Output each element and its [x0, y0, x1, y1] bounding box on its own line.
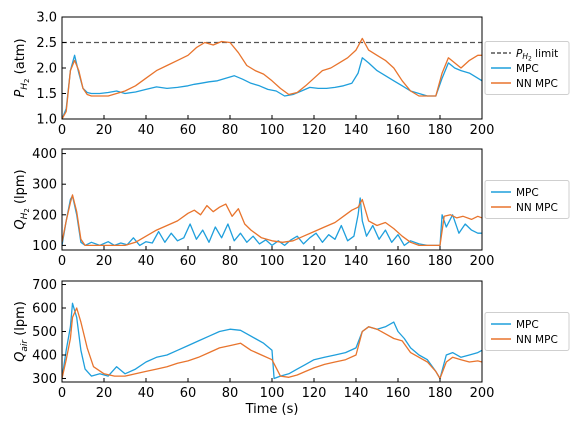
x-tick-label: 40 — [138, 123, 155, 138]
legend-label: NN MPC — [516, 78, 558, 90]
series-group — [62, 302, 482, 380]
series-line-nn-mpc — [62, 194, 482, 247]
x-tick-label: 120 — [302, 254, 327, 269]
y-tick-label: 300 — [32, 178, 57, 193]
x-tick-label: 100 — [260, 123, 285, 138]
series-line-mpc — [62, 54, 482, 119]
y-axis-label: PH2 (atm) — [13, 38, 31, 97]
y-tick-label: 300 — [32, 372, 57, 387]
x-tick-label: 60 — [180, 123, 197, 138]
x-tick-label: 160 — [386, 123, 411, 138]
x-tick-label: 80 — [222, 123, 239, 138]
x-tick-label: 40 — [138, 254, 155, 269]
y-axis-label: QH2 (lpm) — [13, 169, 31, 229]
x-tick-label: 20 — [96, 254, 113, 269]
y-tick-label: 2.0 — [36, 62, 57, 77]
x-tick-label: 180 — [428, 123, 453, 138]
y-tick-label: 1.0 — [36, 113, 57, 128]
x-tick-label: 40 — [138, 386, 155, 401]
y-tick-label: 200 — [32, 208, 57, 223]
x-tick-label: 80 — [222, 254, 239, 269]
x-tick-label: 200 — [470, 123, 495, 138]
plot-frame — [61, 280, 483, 383]
series-group — [62, 194, 482, 247]
y-tick-label: 400 — [32, 147, 57, 162]
x-tick-label: 80 — [222, 386, 239, 401]
x-tick-label: 0 — [58, 254, 66, 269]
x-tick-label: 20 — [96, 123, 113, 138]
y-tick-label: 600 — [32, 302, 57, 317]
x-tick-label: 180 — [428, 386, 453, 401]
legend-label: NN MPC — [516, 202, 558, 214]
y-tick-label: 1.5 — [36, 87, 57, 102]
x-tick-label: 180 — [428, 254, 453, 269]
x-tick-label: 140 — [344, 386, 369, 401]
x-tick-label: 200 — [470, 386, 495, 401]
y-tick-label: 400 — [32, 348, 57, 363]
series-line-nn-mpc — [62, 37, 482, 119]
x-axis-label: Time (s) — [245, 402, 299, 417]
x-tick-label: 100 — [260, 386, 285, 401]
y-axis-label: Qair (lpm) — [13, 301, 30, 362]
plot-frame — [61, 148, 483, 251]
x-tick-label: 140 — [344, 254, 369, 269]
x-tick-label: 0 — [58, 386, 66, 401]
x-tick-label: 120 — [302, 123, 327, 138]
y-tick-label: 3.0 — [36, 11, 57, 26]
x-tick-label: 120 — [302, 386, 327, 401]
series-line-mpc — [62, 195, 482, 247]
panel-3: 0 20 40 60 80 100 120 140 160 180 200 300 400 500 600 7… — [13, 278, 570, 417]
series-group — [62, 37, 482, 119]
legend-label: MPC — [516, 187, 539, 199]
legend-box — [484, 312, 570, 351]
x-tick-label: 20 — [96, 386, 113, 401]
series-line-mpc — [62, 302, 482, 380]
legend: MPC NN MPC — [484, 312, 570, 351]
x-tick-label: 60 — [180, 386, 197, 401]
y-tick-label: 100 — [32, 239, 57, 254]
legend-limit-label: PH2 limit — [516, 48, 558, 63]
legend: MPC NN MPC — [484, 180, 570, 219]
series-line-nn-mpc — [62, 307, 482, 380]
legend-box — [484, 41, 570, 95]
x-tick-label: 60 — [180, 254, 197, 269]
y-tick-label: 500 — [32, 325, 57, 340]
legend-box — [484, 180, 570, 219]
legend-label: MPC — [516, 319, 539, 331]
x-tick-label: 0 — [58, 123, 66, 138]
legend-label: MPC — [516, 63, 539, 75]
x-tick-label: 140 — [344, 123, 369, 138]
y-tick-label: 700 — [32, 278, 57, 293]
panel-2: 0 20 40 60 80 100 120 140 160 180 200 100 200 300 400Q… — [13, 147, 570, 269]
panel-1: 0 20 40 60 80 100 120 140 160 180 200 1.0 1.5 2.0 2.5 3… — [13, 11, 570, 138]
x-tick-label: 200 — [470, 254, 495, 269]
x-tick-label: 160 — [386, 386, 411, 401]
y-tick-label: 2.5 — [36, 36, 57, 51]
legend-label: NN MPC — [516, 334, 558, 346]
x-tick-label: 100 — [260, 254, 285, 269]
plot-frame — [61, 16, 483, 120]
x-tick-label: 160 — [386, 254, 411, 269]
